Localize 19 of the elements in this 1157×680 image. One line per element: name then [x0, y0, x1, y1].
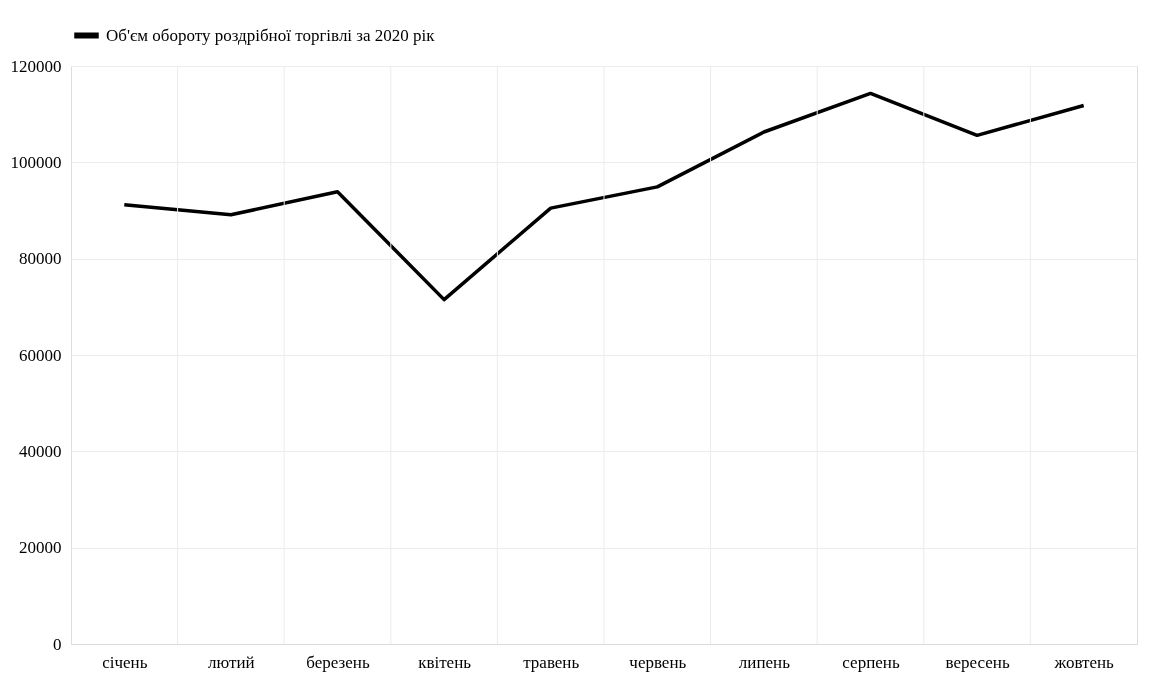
y-tick-label: 100000 — [10, 152, 62, 172]
x-tick-label: квітень — [418, 652, 472, 672]
x-tick-label: серпень — [842, 652, 900, 672]
y-tick-label: 120000 — [10, 56, 62, 76]
x-tick-label: березень — [306, 652, 370, 672]
y-tick-label: 60000 — [19, 345, 62, 365]
line-series — [122, 91, 1086, 302]
x-tick-label: жовтень — [1053, 652, 1115, 672]
x-tick-label: травень — [523, 652, 580, 672]
legend-label: Об'єм обороту роздрібної торгівлі за 2020 рік — [106, 25, 436, 45]
y-tick-label: 40000 — [19, 441, 62, 461]
x-tick-label: січень — [102, 652, 148, 672]
x-tick-label: вересень — [945, 652, 1010, 672]
x-tick-label: липень — [738, 652, 791, 672]
y-tick-label: 20000 — [19, 538, 62, 558]
x-tick-label: червень — [629, 652, 687, 672]
x-tick-label: лютий — [208, 652, 255, 672]
y-tick-label: 0 — [53, 634, 62, 654]
y-tick-label: 80000 — [19, 249, 62, 269]
